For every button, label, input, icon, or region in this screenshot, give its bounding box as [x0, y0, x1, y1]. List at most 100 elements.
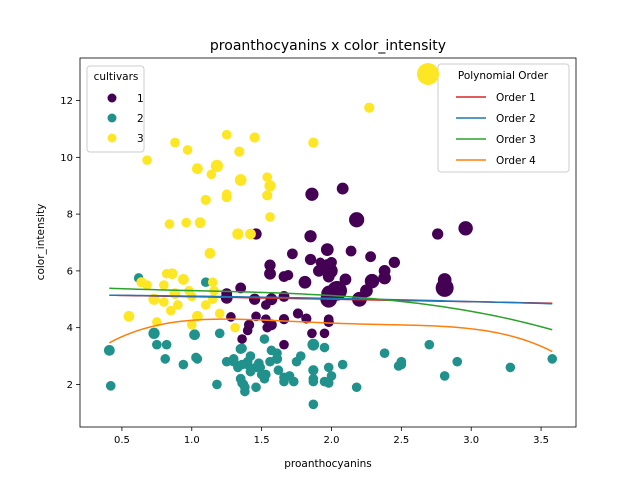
x-tick-label: 2.5: [393, 435, 409, 446]
data-point-cultivar-1: [264, 259, 276, 271]
y-tick-label: 2: [67, 380, 73, 391]
x-tick-label: 1.5: [254, 435, 270, 446]
data-point-cultivar-2: [148, 327, 160, 339]
legend-order-label: Order 4: [496, 155, 536, 167]
data-point-cultivar-3: [214, 308, 225, 319]
data-point-cultivar-2: [103, 344, 115, 356]
data-point-cultivar-3: [207, 277, 218, 288]
data-point-cultivar-1: [320, 243, 334, 256]
data-point-cultivar-2: [307, 338, 320, 351]
data-point-cultivar-1: [336, 182, 349, 195]
x-axis-label: proanthocyanins: [284, 458, 372, 470]
data-point-cultivar-1: [292, 308, 304, 319]
data-point-cultivar-3: [210, 159, 224, 173]
data-point-cultivar-2: [212, 379, 222, 390]
data-point-cultivar-2: [245, 366, 256, 377]
data-point-cultivar-3: [308, 137, 319, 148]
data-point-cultivar-2: [237, 343, 247, 354]
data-point-cultivar-1: [432, 228, 444, 240]
data-point-cultivar-2: [288, 376, 299, 387]
data-point-cultivar-3: [136, 277, 147, 288]
legend-cultivar-label: 2: [137, 113, 144, 125]
data-point-cultivar-1: [435, 278, 454, 297]
data-point-cultivar-1: [248, 293, 261, 305]
fit-line-order-3: [109, 287, 553, 331]
data-point-cultivar-1: [298, 275, 312, 289]
data-point-cultivar-3: [204, 247, 216, 259]
legend-cultivars[interactable]: cultivars 1 2 3: [86, 65, 145, 153]
data-point-cultivar-3: [249, 132, 260, 143]
legend-size-marker: [417, 63, 439, 85]
y-axis-label: color_intensity: [35, 204, 47, 281]
data-point-cultivar-1: [304, 230, 317, 243]
data-point-cultivar-3: [142, 155, 152, 166]
data-point-cultivar-2: [272, 348, 282, 359]
data-point-cultivar-3: [206, 169, 217, 180]
data-point-cultivar-3: [181, 217, 192, 228]
data-point-cultivar-3: [234, 146, 245, 157]
data-point-cultivar-1: [242, 325, 253, 336]
data-point-cultivar-1: [278, 271, 290, 282]
x-tick-label: 1.0: [184, 435, 200, 446]
data-point-cultivar-2: [547, 354, 558, 364]
data-point-cultivar-1: [360, 284, 373, 298]
data-point-cultivar-3: [232, 228, 244, 240]
y-axis: 2 4 6 8 10 12: [60, 96, 80, 391]
data-point-cultivar-2: [351, 382, 362, 393]
legend-cultivar-marker: [107, 133, 117, 143]
data-point-cultivar-3: [164, 219, 175, 229]
data-point-cultivar-1: [304, 253, 317, 266]
data-point-cultivar-2: [273, 365, 284, 376]
data-point-cultivar-2: [152, 339, 162, 350]
data-point-cultivar-3: [172, 300, 183, 310]
y-tick-label: 6: [67, 266, 73, 277]
data-point-cultivar-1: [305, 187, 319, 201]
data-point-cultivar-1: [237, 334, 247, 344]
x-tick-label: 3.0: [463, 435, 479, 446]
data-point-cultivar-3: [364, 102, 375, 113]
legend-cultivars-entries: 1 2 3: [107, 93, 144, 145]
data-point-cultivar-1: [349, 212, 365, 228]
data-point-cultivar-1: [322, 263, 338, 279]
data-point-cultivar-2: [265, 356, 275, 367]
data-point-cultivar-3: [123, 310, 135, 322]
data-point-cultivar-1: [458, 221, 473, 236]
data-point-cultivar-3: [221, 129, 232, 140]
data-point-cultivar-1: [388, 256, 401, 269]
data-point-cultivar-1: [345, 245, 357, 257]
data-point-cultivar-3: [161, 268, 172, 279]
x-tick-label: 3.5: [533, 435, 549, 446]
data-point-cultivar-2: [505, 362, 516, 373]
legend-cultivar-marker: [107, 113, 117, 123]
data-point-cultivar-3: [234, 174, 247, 186]
data-point-cultivar-3: [159, 280, 169, 290]
data-point-cultivar-1: [235, 282, 247, 294]
legend-polynomial-frame: [437, 63, 570, 173]
data-point-cultivar-2: [214, 328, 225, 339]
data-point-cultivar-1: [323, 316, 334, 328]
data-point-cultivar-2: [160, 354, 171, 364]
plot-frame: [79, 57, 577, 428]
data-point-cultivar-2: [319, 342, 330, 353]
data-point-cultivar-2: [337, 359, 348, 370]
data-point-cultivar-1: [319, 328, 330, 339]
legend-cultivars-title: cultivars: [94, 71, 139, 83]
legend-cultivar-marker: [107, 93, 117, 103]
data-point-cultivar-1: [315, 257, 326, 268]
data-point-cultivar-3: [194, 217, 206, 229]
fit-lines-layer: [108, 287, 553, 353]
data-point-cultivar-2: [379, 348, 390, 359]
data-point-cultivar-3: [265, 212, 275, 222]
data-point-cultivar-2: [452, 356, 463, 367]
y-tick-label: 4: [67, 323, 73, 334]
data-point-cultivar-1: [251, 311, 261, 322]
legend-polynomial-title: Polynomial Order: [458, 70, 549, 82]
data-point-cultivar-2: [308, 373, 319, 384]
data-point-cultivar-1: [279, 339, 289, 350]
data-point-cultivar-2: [228, 356, 239, 367]
data-point-cultivar-2: [105, 381, 116, 391]
legend-order-label: Order 2: [496, 113, 536, 125]
data-point-cultivar-1: [261, 300, 271, 310]
chart-title: proanthocyanins x color_intensity: [210, 38, 446, 54]
